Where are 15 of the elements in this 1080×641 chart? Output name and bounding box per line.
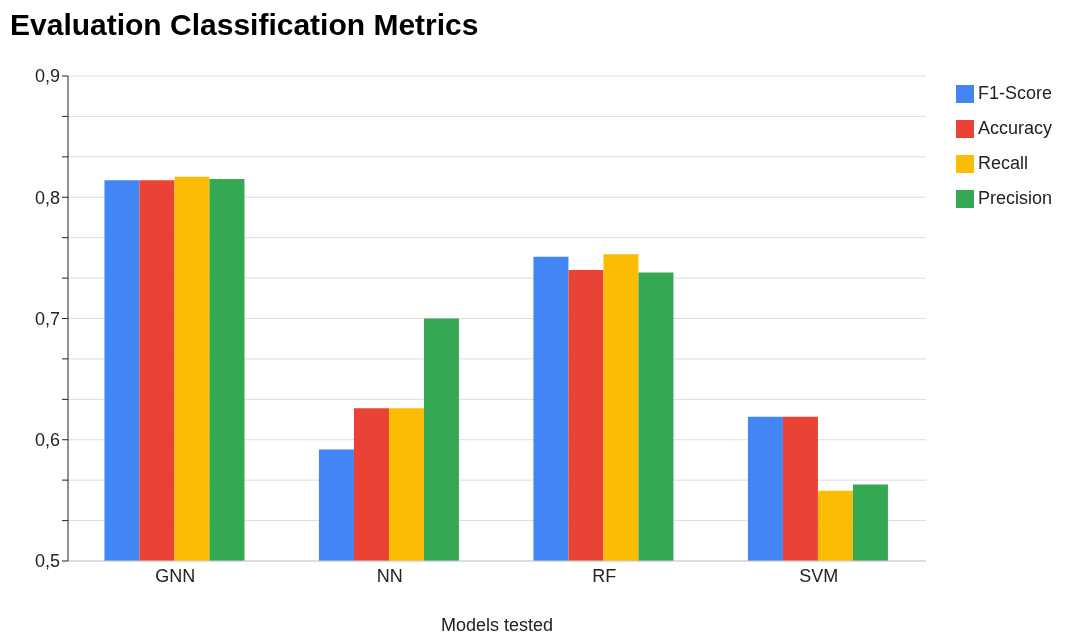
x-tick-label: GNN bbox=[155, 565, 196, 586]
y-tick-label: 0,5 bbox=[34, 551, 60, 572]
x-tick-label: NN bbox=[376, 565, 403, 586]
legend-label: Accuracy bbox=[977, 118, 1052, 138]
legend-label: Precision bbox=[977, 188, 1052, 208]
x-axis-title: Models tested bbox=[440, 615, 554, 635]
legend-label: F1-Score bbox=[977, 83, 1052, 103]
chart-title: Evaluation Classification Metrics bbox=[10, 8, 480, 43]
x-tick-label: SVM bbox=[799, 565, 839, 586]
y-tick-label: 0,9 bbox=[34, 66, 60, 87]
y-tick-label: 0,6 bbox=[34, 430, 60, 451]
x-tick-label: RF bbox=[592, 565, 617, 586]
legend-label: Recall bbox=[977, 153, 1028, 173]
y-tick-label: 0,8 bbox=[34, 187, 60, 208]
y-tick-label: 0,7 bbox=[34, 308, 60, 329]
